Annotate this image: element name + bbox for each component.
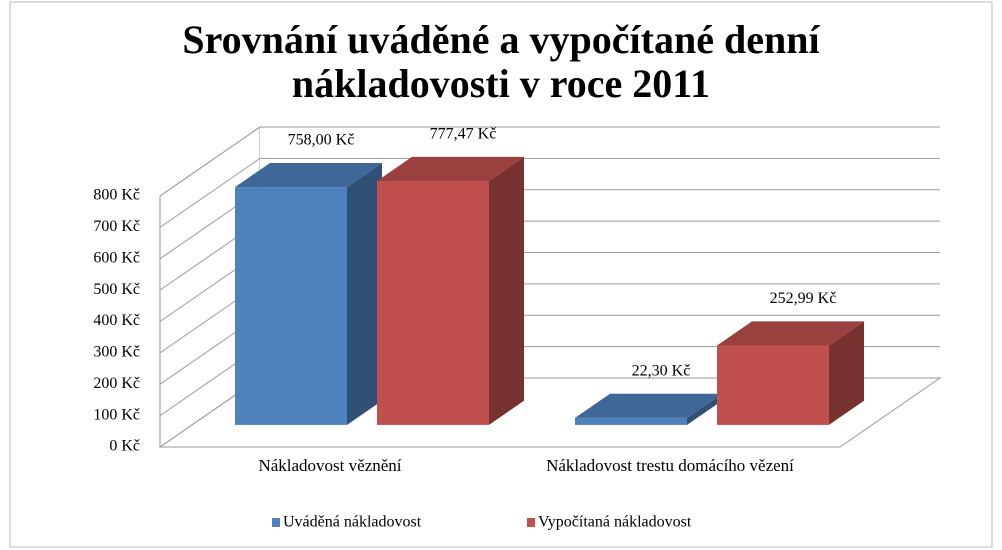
y-tick-label: 600 Kč — [93, 249, 140, 266]
y-tick-label: 300 Kč — [93, 344, 140, 361]
bar-front — [377, 180, 489, 425]
bar-front — [235, 187, 347, 425]
y-tick-label: 200 Kč — [93, 375, 140, 392]
y-tick-label: 500 Kč — [93, 281, 140, 298]
grid-line — [159, 126, 940, 197]
chart-title: Srovnání uváděné a vypočítané denní nákl… — [182, 17, 820, 106]
x-tick-label: Nákladovost trestu domácího vězení — [546, 456, 794, 475]
bar-front — [575, 417, 687, 425]
x-tick-label: Nákladovost věznění — [258, 456, 402, 475]
bar-top — [235, 162, 382, 188]
bar-side — [347, 162, 382, 425]
legend-swatch — [527, 518, 535, 527]
value-label: 758,00 Kč — [288, 132, 355, 149]
y-tick-label: 800 Kč — [93, 187, 140, 204]
bar-top — [575, 393, 722, 418]
bar-front — [717, 345, 829, 425]
value-label: 22,30 Kč — [632, 362, 691, 379]
legend-label: Uváděná nákladovost — [283, 514, 422, 531]
legend-label: Vypočítaná nákladovost — [538, 514, 692, 531]
value-label: 252,99 Kč — [770, 290, 837, 307]
bar-side — [489, 156, 524, 425]
bar-side — [829, 321, 864, 425]
y-tick-label: 700 Kč — [93, 218, 140, 235]
y-tick-label: 100 Kč — [93, 406, 140, 423]
value-label: 777,47 Kč — [430, 126, 497, 143]
bar-side — [687, 393, 722, 425]
y-tick-label: 400 Kč — [93, 312, 140, 329]
chart-border — [9, 1, 993, 548]
bar-top — [377, 156, 524, 181]
legend-swatch — [272, 518, 280, 527]
grid-line — [159, 157, 940, 228]
y-tick-label: 0 Kč — [109, 438, 140, 455]
bar-top — [717, 321, 864, 346]
